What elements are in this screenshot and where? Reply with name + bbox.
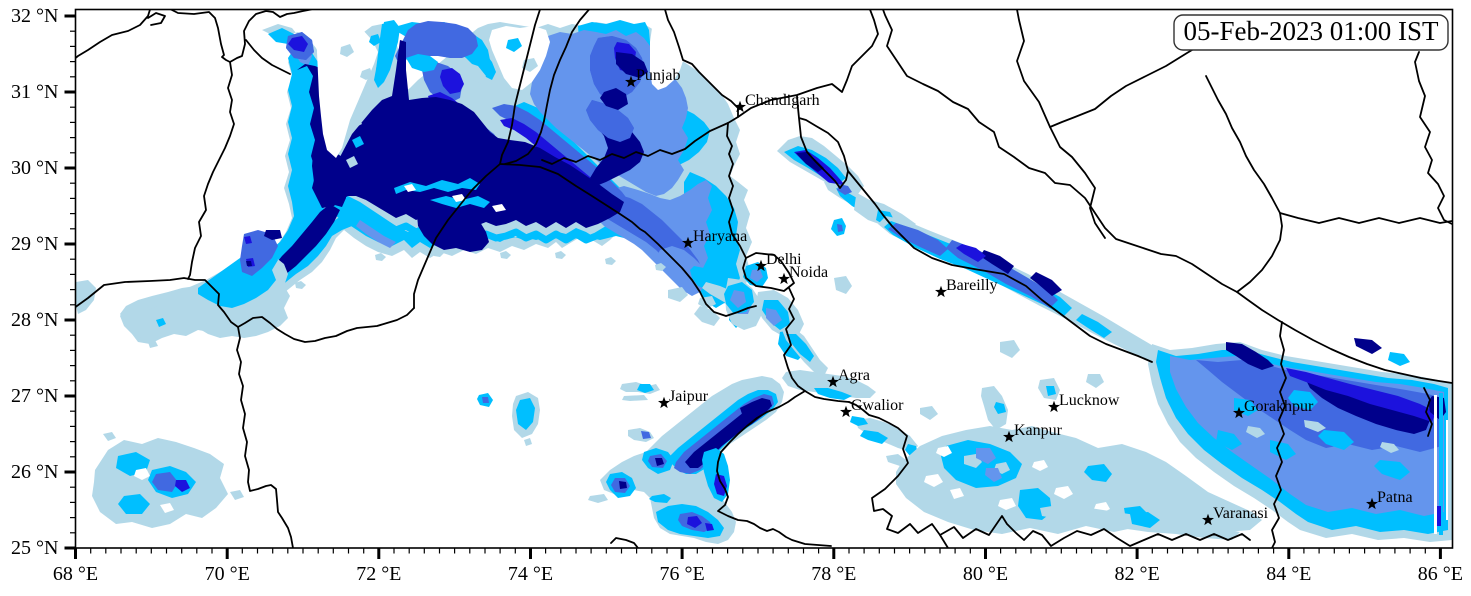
svg-text:32 °N: 32 °N	[11, 5, 58, 27]
svg-text:74 °E: 74 °E	[508, 563, 553, 585]
svg-text:82 °E: 82 °E	[1114, 563, 1159, 585]
svg-text:30 °N: 30 °N	[11, 157, 58, 179]
svg-text:Haryana: Haryana	[693, 228, 747, 245]
svg-text:76 °E: 76 °E	[659, 563, 704, 585]
svg-text:05-Feb-2023 01:00 IST: 05-Feb-2023 01:00 IST	[1184, 16, 1439, 46]
svg-text:25 °N: 25 °N	[11, 537, 58, 559]
svg-text:28 °N: 28 °N	[11, 309, 58, 331]
svg-text:27 °N: 27 °N	[11, 385, 58, 407]
svg-text:31 °N: 31 °N	[11, 81, 58, 103]
svg-text:Chandigarh: Chandigarh	[745, 92, 820, 109]
svg-text:Delhi: Delhi	[766, 251, 802, 268]
svg-text:70 °E: 70 °E	[205, 563, 250, 585]
svg-text:Agra: Agra	[838, 367, 870, 384]
svg-text:68 °E: 68 °E	[53, 563, 98, 585]
svg-text:Lucknow: Lucknow	[1059, 392, 1120, 409]
svg-text:Varanasi: Varanasi	[1213, 505, 1269, 522]
svg-text:26 °N: 26 °N	[11, 461, 58, 483]
svg-text:Gorakhpur: Gorakhpur	[1244, 398, 1314, 415]
svg-text:80 °E: 80 °E	[963, 563, 1008, 585]
svg-text:Patna: Patna	[1377, 489, 1413, 506]
svg-text:72 °E: 72 °E	[356, 563, 401, 585]
svg-text:78 °E: 78 °E	[811, 563, 856, 585]
svg-text:29 °N: 29 °N	[11, 233, 58, 255]
svg-text:Kanpur: Kanpur	[1014, 422, 1063, 439]
svg-text:Punjab: Punjab	[636, 67, 680, 84]
svg-text:84 °E: 84 °E	[1266, 563, 1311, 585]
svg-text:86 °E: 86 °E	[1418, 563, 1463, 585]
svg-text:Jaipur: Jaipur	[669, 388, 709, 405]
svg-text:Gwalior: Gwalior	[851, 397, 904, 414]
svg-text:Bareilly: Bareilly	[946, 277, 998, 294]
svg-text:Noida: Noida	[789, 264, 828, 281]
